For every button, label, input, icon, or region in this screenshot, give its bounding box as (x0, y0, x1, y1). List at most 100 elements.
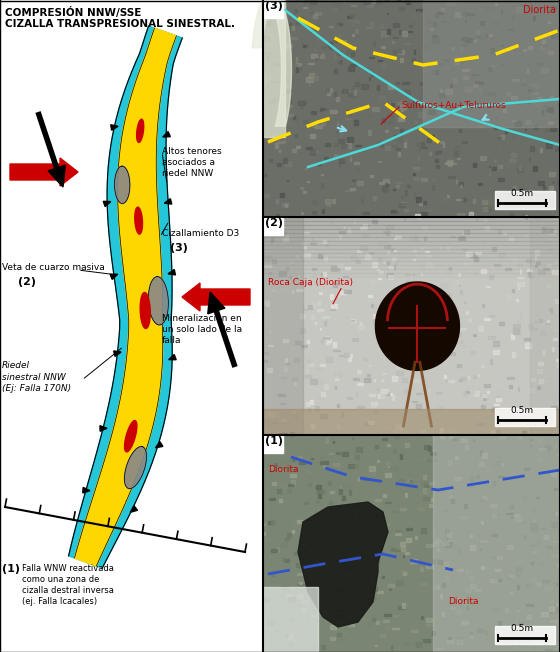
Bar (290, 260, 293, 263)
Bar (263, 229, 560, 233)
Bar (484, 7, 490, 8)
Bar (324, 610, 327, 615)
Bar (312, 303, 315, 306)
Bar (292, 149, 296, 152)
Bar (479, 191, 483, 194)
Bar (423, 497, 429, 499)
Bar (263, 245, 560, 249)
Bar (505, 267, 511, 270)
Bar (405, 493, 407, 497)
Bar (463, 57, 470, 61)
Bar (385, 130, 388, 132)
Bar (309, 432, 314, 433)
Bar (270, 575, 274, 576)
Bar (501, 463, 503, 465)
Bar (552, 7, 556, 10)
Bar (326, 87, 329, 91)
Bar (266, 15, 268, 20)
Bar (361, 470, 366, 472)
Bar (347, 609, 349, 613)
Bar (349, 0, 350, 1)
Bar (454, 366, 458, 369)
Bar (506, 513, 512, 514)
Bar (370, 22, 374, 27)
Bar (441, 8, 444, 11)
Bar (430, 453, 436, 454)
Bar (479, 326, 483, 331)
Bar (267, 218, 268, 220)
Bar (281, 235, 287, 237)
Bar (461, 621, 468, 625)
Bar (412, 505, 418, 507)
Bar (365, 592, 370, 593)
Bar (423, 201, 426, 204)
Bar (277, 444, 280, 447)
Bar (417, 11, 419, 12)
Bar (276, 214, 279, 215)
Polygon shape (168, 269, 175, 275)
Bar (354, 162, 359, 164)
Bar (480, 499, 484, 501)
Bar (549, 610, 552, 613)
Bar (321, 392, 325, 396)
Bar (349, 490, 351, 496)
Bar (454, 477, 461, 481)
Bar (407, 185, 410, 187)
Bar (497, 166, 500, 171)
Bar (530, 523, 537, 527)
Bar (366, 562, 372, 567)
Bar (523, 49, 526, 52)
Bar (473, 271, 479, 274)
Bar (494, 125, 497, 130)
Bar (402, 452, 404, 454)
Bar (554, 31, 560, 33)
Bar (531, 562, 534, 564)
Bar (421, 584, 427, 585)
Bar (503, 110, 506, 112)
Bar (517, 168, 524, 171)
Bar (358, 195, 365, 196)
Bar (419, 567, 423, 571)
Bar (486, 402, 490, 404)
Bar (547, 320, 549, 321)
Bar (551, 310, 552, 313)
Bar (482, 200, 487, 204)
Bar (460, 290, 462, 294)
Bar (395, 316, 400, 320)
Bar (449, 161, 452, 166)
Bar (337, 452, 340, 454)
Bar (375, 645, 377, 646)
Bar (390, 526, 393, 529)
Bar (473, 199, 475, 203)
Bar (461, 12, 464, 15)
Bar (549, 606, 554, 611)
Bar (459, 328, 466, 330)
Bar (499, 254, 505, 258)
Bar (489, 337, 495, 339)
Bar (387, 49, 390, 53)
Bar (272, 126, 277, 131)
Bar (506, 493, 507, 497)
Text: (2): (2) (18, 277, 36, 287)
Bar (470, 480, 472, 481)
Bar (451, 319, 454, 324)
Bar (529, 275, 531, 276)
Bar (378, 160, 381, 162)
Bar (276, 443, 283, 446)
Bar (451, 437, 457, 440)
Bar (282, 585, 287, 587)
Bar (468, 13, 474, 15)
Bar (427, 458, 431, 461)
Bar (423, 639, 430, 642)
Bar (508, 159, 515, 162)
Bar (379, 531, 383, 534)
Bar (533, 16, 535, 20)
Bar (372, 41, 375, 46)
Bar (395, 182, 402, 183)
Bar (352, 320, 353, 321)
Bar (525, 615, 528, 620)
Bar (328, 42, 332, 46)
Bar (352, 612, 356, 615)
Bar (334, 372, 341, 378)
Bar (352, 438, 354, 439)
